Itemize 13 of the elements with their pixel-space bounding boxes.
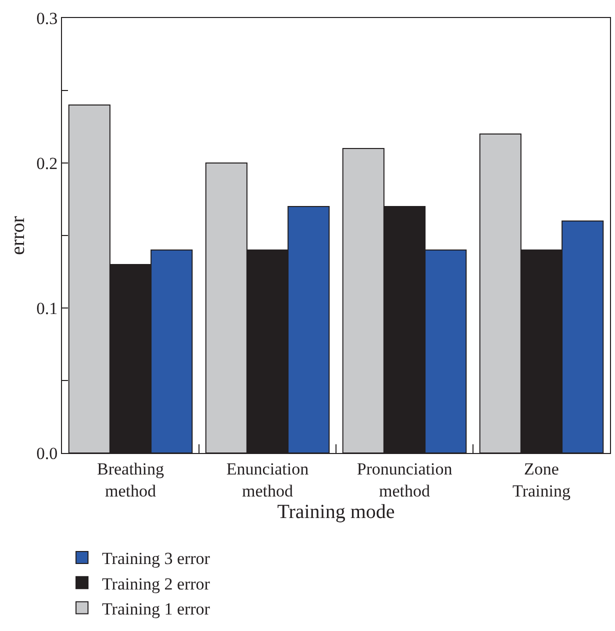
y-tick-label: 0.3 [36, 8, 58, 28]
x-tick-label: Breathing method [96, 459, 165, 500]
y-tick-label: 0.2 [36, 154, 58, 173]
legend-label: Training 1 error [102, 599, 210, 618]
x-tick-label: Zone Training [512, 459, 571, 500]
y-axis-title: error [6, 216, 29, 255]
y-tick-label: 0.1 [36, 298, 58, 318]
legend-label: Training 2 error [102, 574, 210, 594]
x-axis-title: Training mode [277, 501, 395, 523]
x-tick-label: Pronunciation method [356, 459, 453, 500]
legend-label: Training 3 error [102, 549, 210, 568]
y-tick-label: 0.0 [36, 444, 58, 463]
x-tick-label: Enunciation method [226, 459, 310, 500]
